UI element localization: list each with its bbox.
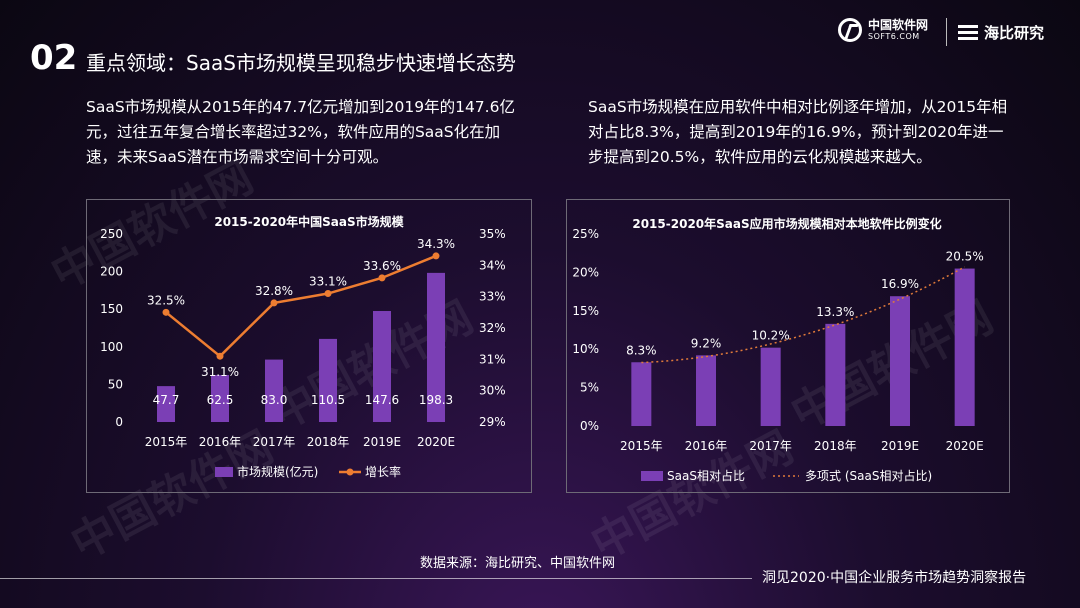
saas-ratio-chart-panel: 2015-2020年SaaS应用市场规模相对本地软件比例变化 0% 5% 10% 15%…: [566, 199, 1010, 493]
bar-value-label: 10.2%: [752, 329, 790, 343]
bar-value-label: 16.9%: [881, 277, 919, 291]
data-source: 数据来源：海比研究、中国软件网: [420, 556, 616, 571]
saas-share-bar: [631, 362, 652, 426]
x-tick-label: 2015年: [620, 439, 663, 453]
bar-value-label: 110.5: [311, 393, 345, 407]
haibi-logo-icon: [958, 23, 978, 43]
growth-rate-label: 34.3%: [417, 237, 455, 251]
slide-number: 02: [30, 38, 78, 78]
left-paragraph: SaaS市场规模从2015年的47.7亿元增加到2019年的147.6亿元，过往…: [86, 98, 515, 166]
growth-rate-label: 33.6%: [363, 259, 401, 273]
growth-rate-label: 32.8%: [255, 284, 293, 298]
y-left-tick-label: 200: [100, 265, 123, 279]
growth-rate-line: [165, 254, 437, 358]
legend-bar-swatch: [641, 471, 663, 481]
bar-value-label: 147.6: [365, 393, 399, 407]
y-right-tick-label: 34%: [479, 258, 506, 272]
legend-bar-swatch: [215, 467, 233, 477]
soft6-logo: 中国软件网 SOFT6.COM: [838, 18, 928, 42]
bar-value-label: 13.3%: [816, 305, 854, 319]
y-tick-label: 20%: [572, 265, 599, 279]
soft6-logo-domain: SOFT6.COM: [868, 32, 920, 41]
market-size-bar: [373, 311, 391, 422]
growth-rate-point: [216, 352, 224, 360]
haibi-logo: 海比研究: [958, 22, 1044, 43]
y-right-tick-label: 31%: [479, 352, 506, 366]
growth-rate-point: [378, 274, 386, 282]
x-tick-label: 2020E: [946, 439, 984, 453]
saas-share-bar: [890, 296, 910, 426]
market-size-bar: [157, 386, 175, 422]
y-left-tick-label: 0: [115, 415, 123, 429]
soft6-logo-icon: [838, 18, 862, 42]
y-right-tick-label: 30%: [479, 384, 506, 398]
growth-rate-point: [432, 252, 440, 260]
market-size-bar: [427, 272, 445, 422]
y-tick-label: 10%: [572, 342, 599, 356]
chart-title: 2015-2020年中国SaaS市场规模: [214, 214, 404, 229]
legend-line-label: 增长率: [365, 464, 401, 479]
x-tick-label: 2016年: [685, 439, 728, 453]
saas-share-bar: [954, 268, 975, 426]
y-right-tick-label: 29%: [479, 415, 506, 429]
chart-title: 2015-2020年SaaS应用市场规模相对本地软件比例变化: [632, 216, 941, 231]
logo-divider: [946, 18, 947, 46]
growth-rate-point: [324, 290, 332, 298]
x-tick-label: 2016年: [199, 435, 242, 449]
growth-rate-point: [162, 308, 170, 316]
y-tick-label: 25%: [572, 227, 599, 241]
market-size-bar: [265, 359, 283, 422]
y-left-tick-label: 50: [108, 377, 123, 391]
growth-rate-point: [270, 299, 278, 307]
y-right-tick-label: 33%: [479, 290, 506, 304]
legend-trend-label: 多项式 (SaaS相对占比): [805, 468, 932, 483]
x-tick-label: 2018年: [814, 439, 857, 453]
x-tick-label: 2015年: [145, 435, 188, 449]
y-tick-label: 0%: [580, 419, 599, 433]
footer-divider: [0, 578, 752, 579]
bar-value-label: 8.3%: [626, 343, 657, 357]
y-right-tick-label: 35%: [479, 227, 506, 241]
bar-value-label: 198.3: [419, 393, 453, 407]
x-tick-label: 2018年: [307, 435, 350, 449]
report-footer: 洞见2020·中国企业服务市场趋势洞察报告: [762, 570, 1027, 586]
y-tick-label: 15%: [572, 304, 599, 318]
y-tick-label: 5%: [580, 381, 599, 395]
y-right-tick-label: 32%: [479, 321, 506, 335]
bar-value-label: 83.0: [261, 393, 288, 407]
right-paragraph: SaaS市场规模在应用软件中相对比例逐年增加，从2015年相对占比8.3%，提高…: [588, 98, 1008, 166]
market-size-bar: [211, 375, 229, 422]
legend-line-marker: [346, 468, 354, 476]
y-left-tick-label: 250: [100, 227, 123, 241]
bar-value-label: 62.5: [207, 393, 234, 407]
saas-share-bar: [825, 323, 846, 426]
growth-rate-label: 33.1%: [309, 275, 347, 289]
legend-bar-label: SaaS相对占比: [667, 468, 745, 483]
saas-share-bar: [760, 347, 781, 426]
market-size-bar: [319, 338, 337, 422]
x-tick-label: 2019E: [363, 435, 401, 449]
y-left-tick-label: 100: [100, 340, 123, 354]
legend-bar-label: 市场规模(亿元): [237, 464, 318, 479]
growth-rate-label: 31.1%: [201, 365, 239, 379]
x-tick-label: 2020E: [417, 435, 455, 449]
x-tick-label: 2017年: [749, 439, 792, 453]
header-logos: 中国软件网 SOFT6.COM 海比研究: [838, 16, 1058, 50]
x-tick-label: 2017年: [253, 435, 296, 449]
saas-share-bar: [696, 355, 716, 426]
soft6-logo-name: 中国软件网: [868, 18, 929, 32]
bar-value-label: 20.5%: [946, 250, 984, 264]
y-left-tick-label: 150: [100, 302, 123, 316]
market-size-chart: 2015-2020年中国SaaS市场规模 0 50 100 150 200 250 29% 30…: [100, 214, 506, 479]
x-tick-label: 2019E: [881, 439, 919, 453]
bar-value-label: 47.7: [153, 393, 180, 407]
slide-title: 重点领域：SaaS市场规模呈现稳步快速增长态势: [86, 51, 516, 75]
market-size-chart-panel: 2015-2020年中国SaaS市场规模 0 50 100 150 200 250 29% 30…: [86, 199, 532, 493]
growth-rate-label: 32.5%: [147, 293, 185, 307]
saas-ratio-chart: 2015-2020年SaaS应用市场规模相对本地软件比例变化 0% 5% 10% 15%…: [572, 216, 984, 483]
bar-value-label: 9.2%: [691, 336, 722, 350]
haibi-logo-name: 海比研究: [984, 24, 1045, 42]
